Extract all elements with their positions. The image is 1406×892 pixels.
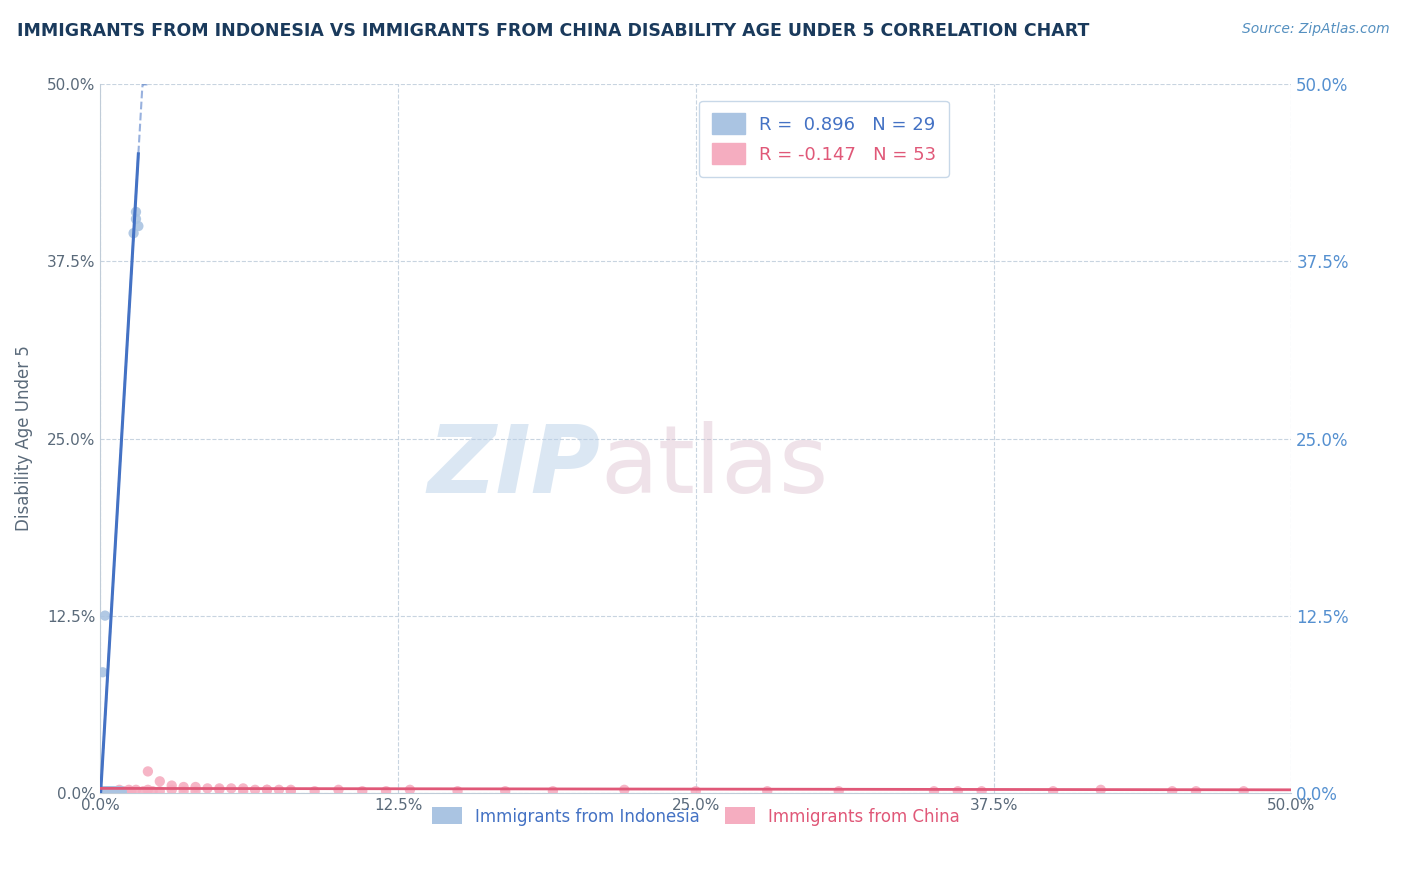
- Point: [352, 784, 374, 798]
- Point: [94, 608, 117, 623]
- Point: [446, 784, 468, 798]
- Point: [125, 212, 148, 227]
- Text: atlas: atlas: [600, 421, 828, 513]
- Point: [1233, 784, 1256, 798]
- Text: Source: ZipAtlas.com: Source: ZipAtlas.com: [1241, 22, 1389, 37]
- Point: [136, 782, 159, 797]
- Point: [1161, 784, 1184, 798]
- Point: [267, 782, 290, 797]
- Point: [125, 782, 148, 797]
- Point: [96, 784, 118, 798]
- Point: [118, 782, 141, 797]
- Point: [756, 784, 779, 798]
- Point: [91, 784, 114, 798]
- Point: [1090, 782, 1112, 797]
- Point: [304, 784, 326, 798]
- Point: [94, 784, 117, 798]
- Point: [132, 784, 155, 798]
- Point: [922, 784, 945, 798]
- Point: [94, 784, 117, 798]
- Point: [173, 784, 195, 798]
- Point: [108, 784, 131, 798]
- Point: [685, 784, 707, 798]
- Y-axis label: Disability Age Under 5: Disability Age Under 5: [15, 345, 32, 532]
- Point: [112, 784, 135, 798]
- Point: [946, 784, 969, 798]
- Point: [256, 782, 278, 797]
- Point: [197, 781, 219, 796]
- Point: [105, 784, 128, 798]
- Point: [101, 786, 124, 800]
- Point: [208, 781, 231, 796]
- Point: [219, 781, 242, 796]
- Point: [103, 784, 125, 798]
- Point: [122, 226, 145, 240]
- Point: [1185, 784, 1208, 798]
- Point: [149, 774, 172, 789]
- Point: [280, 784, 302, 798]
- Point: [98, 786, 121, 800]
- Point: [98, 784, 121, 798]
- Point: [120, 784, 142, 798]
- Point: [828, 784, 851, 798]
- Point: [256, 782, 278, 797]
- Point: [184, 784, 207, 798]
- Point: [111, 786, 134, 800]
- Point: [108, 782, 131, 797]
- Text: ZIP: ZIP: [427, 421, 600, 513]
- Text: IMMIGRANTS FROM INDONESIA VS IMMIGRANTS FROM CHINA DISABILITY AGE UNDER 5 CORREL: IMMIGRANTS FROM INDONESIA VS IMMIGRANTS …: [17, 22, 1090, 40]
- Point: [103, 786, 125, 800]
- Point: [96, 784, 118, 798]
- Point: [96, 786, 118, 800]
- Point: [101, 784, 124, 798]
- Point: [103, 784, 125, 798]
- Point: [173, 780, 195, 794]
- Point: [328, 782, 350, 797]
- Point: [111, 784, 134, 798]
- Point: [243, 782, 266, 797]
- Point: [399, 782, 422, 797]
- Point: [98, 784, 121, 798]
- Point: [541, 784, 564, 798]
- Point: [127, 219, 149, 233]
- Point: [970, 784, 993, 798]
- Point: [105, 786, 128, 800]
- Legend: Immigrants from Indonesia, Immigrants from China: Immigrants from Indonesia, Immigrants fr…: [423, 799, 969, 834]
- Point: [101, 784, 124, 798]
- Point: [1042, 784, 1064, 798]
- Point: [89, 784, 111, 798]
- Point: [613, 782, 636, 797]
- Point: [184, 780, 207, 794]
- Point: [494, 784, 516, 798]
- Point: [142, 784, 165, 798]
- Point: [108, 786, 131, 800]
- Point: [160, 782, 183, 797]
- Point: [89, 784, 111, 798]
- Point: [96, 784, 118, 798]
- Point: [160, 779, 183, 793]
- Point: [101, 784, 124, 798]
- Point: [125, 205, 148, 219]
- Point: [94, 786, 117, 800]
- Point: [91, 786, 114, 800]
- Point: [375, 784, 398, 798]
- Point: [91, 665, 114, 680]
- Point: [149, 784, 172, 798]
- Point: [232, 781, 254, 796]
- Point: [280, 782, 302, 797]
- Point: [136, 764, 159, 779]
- Point: [232, 784, 254, 798]
- Point: [208, 782, 231, 797]
